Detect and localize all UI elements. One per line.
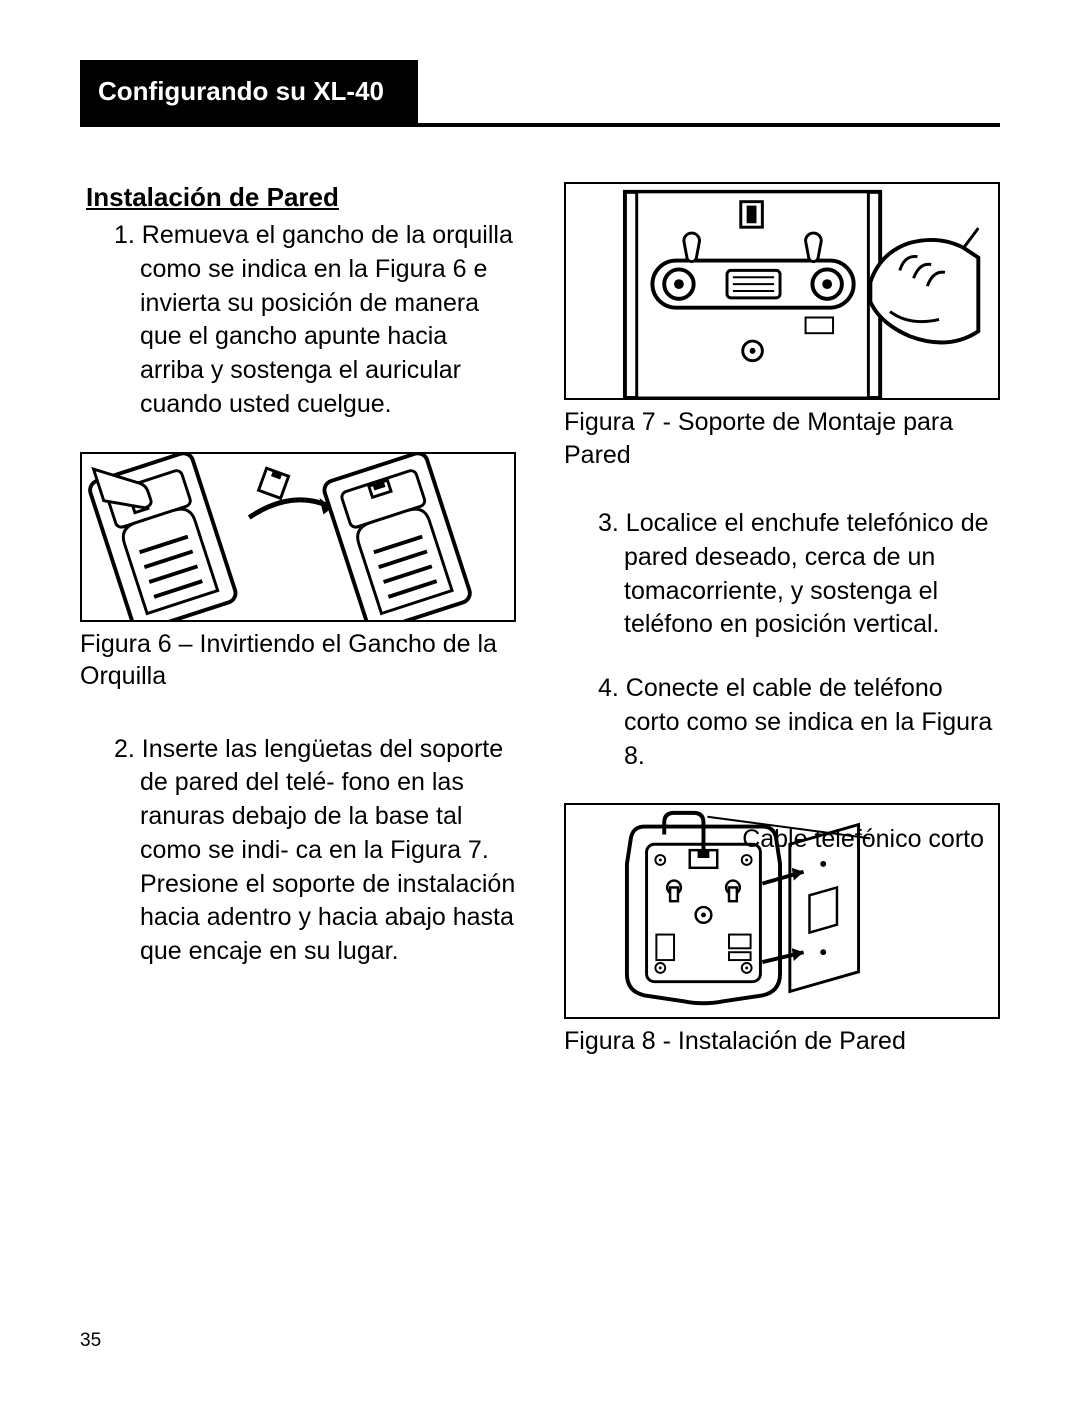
left-column: Instalación de Pared 1. Remueva el ganch…	[80, 182, 516, 1078]
figure-7	[564, 182, 1000, 400]
page-number: 35	[80, 1330, 101, 1352]
step-4: 4. Conecte el cable de teléfono corto co…	[598, 672, 1000, 773]
figure-8-caption: Figura 8 - Instalación de Pared	[564, 1025, 1000, 1058]
figure-8: Cable telefónico corto	[564, 803, 1000, 1019]
step-2: 2. Inserte las lengüetas del soporte de …	[114, 733, 516, 969]
figure-6	[80, 452, 516, 622]
figure-7-svg	[566, 184, 998, 398]
figure-6-svg	[82, 454, 514, 620]
step-1: 1. Remueva el gancho de la orquilla como…	[114, 219, 516, 422]
manual-page: Configurando su XL-40 Instalación de Par…	[0, 0, 1080, 1412]
section-title-tab: Configurando su XL-40	[80, 60, 418, 123]
subheading: Instalación de Pared	[80, 182, 516, 213]
step-3: 3. Localice el enchufe telefónico de par…	[598, 507, 1000, 642]
figure-8-callout: Cable telefónico corto	[742, 823, 984, 856]
steps-list-right: 3. Localice el enchufe telefónico de par…	[564, 507, 1000, 773]
figure-6-caption: Figura 6 – Invirtiendo el Gancho de la O…	[80, 628, 516, 693]
steps-list-left: 1. Remueva el gancho de la orquilla como…	[80, 219, 516, 422]
steps-list-left-2: 2. Inserte las lengüetas del soporte de …	[80, 733, 516, 969]
two-column-layout: Instalación de Pared 1. Remueva el ganch…	[80, 182, 1000, 1078]
figure-7-caption: Figura 7 - Soporte de Montaje para Pared	[564, 406, 1000, 471]
header-bar: Configurando su XL-40	[80, 60, 1000, 127]
right-column: Figura 7 - Soporte de Montaje para Pared…	[564, 182, 1000, 1078]
